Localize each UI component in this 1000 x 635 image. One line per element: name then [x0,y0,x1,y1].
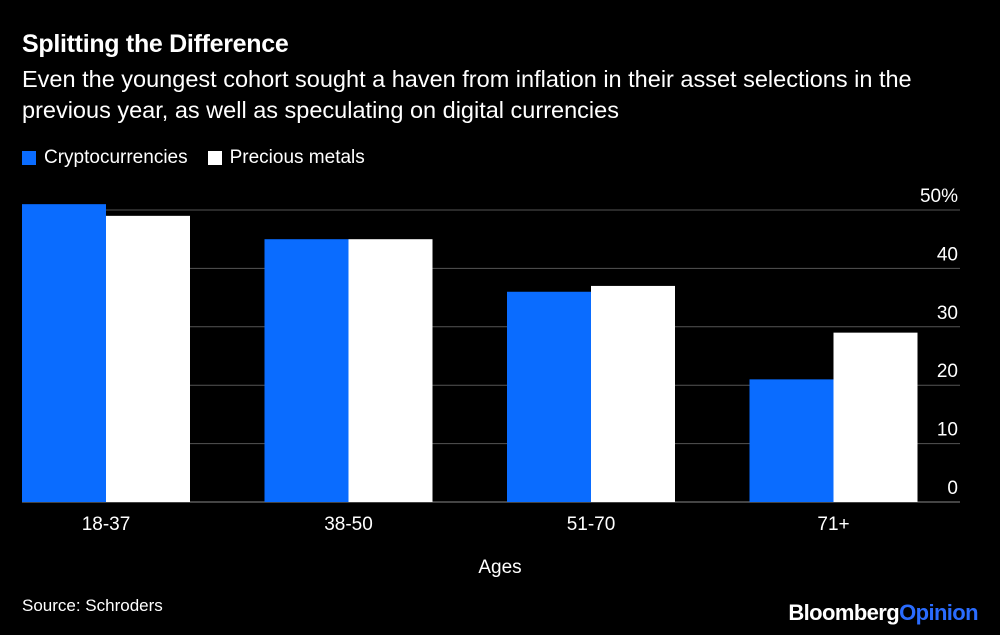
bar-crypto-18-37 [22,204,106,502]
source-note: Source: Schroders [22,596,163,615]
legend-label-crypto: Cryptocurrencies [44,147,188,168]
bar-metals-38-50 [348,239,433,502]
legend-item-metals: Precious metals [207,147,365,169]
y-tick-label-10: 10 [937,420,958,441]
chart-title: Splitting the Difference [22,30,289,58]
legend-swatch-metals [207,151,222,165]
y-tick-label-30: 30 [937,303,958,324]
x-tick-label-38-50: 38-50 [324,514,373,535]
bar-crypto-71+ [749,379,834,502]
bar-metals-71+ [833,332,918,502]
y-tick-label-0: 0 [947,478,958,499]
brand-accent: Opinion [899,600,979,625]
brand-main: Bloomberg [788,600,900,625]
y-tick-label-40: 40 [937,244,958,265]
bar-crypto-38-50 [264,239,349,502]
x-tick-label-51-70: 51-70 [567,514,616,535]
x-axis-label: Ages [478,557,521,578]
y-tick-label-50: 50% [920,186,958,207]
bar-metals-51-70 [591,285,675,502]
y-tick-label-20: 20 [937,361,958,382]
chart-subtitle: Even the youngest cohort sought a haven … [22,66,912,123]
legend-item-crypto: Cryptocurrencies [22,147,188,169]
x-tick-label-18-37: 18-37 [82,514,131,535]
legend-swatch-crypto [22,151,36,165]
bar-metals-18-37 [106,215,190,502]
legend: Cryptocurrencies Precious metals [22,147,385,169]
x-tick-label-71+: 71+ [817,514,849,535]
legend-label-metals: Precious metals [229,147,365,168]
brand-logo: BloombergOpinion [788,600,978,626]
bar-crypto-51-70 [507,291,591,502]
